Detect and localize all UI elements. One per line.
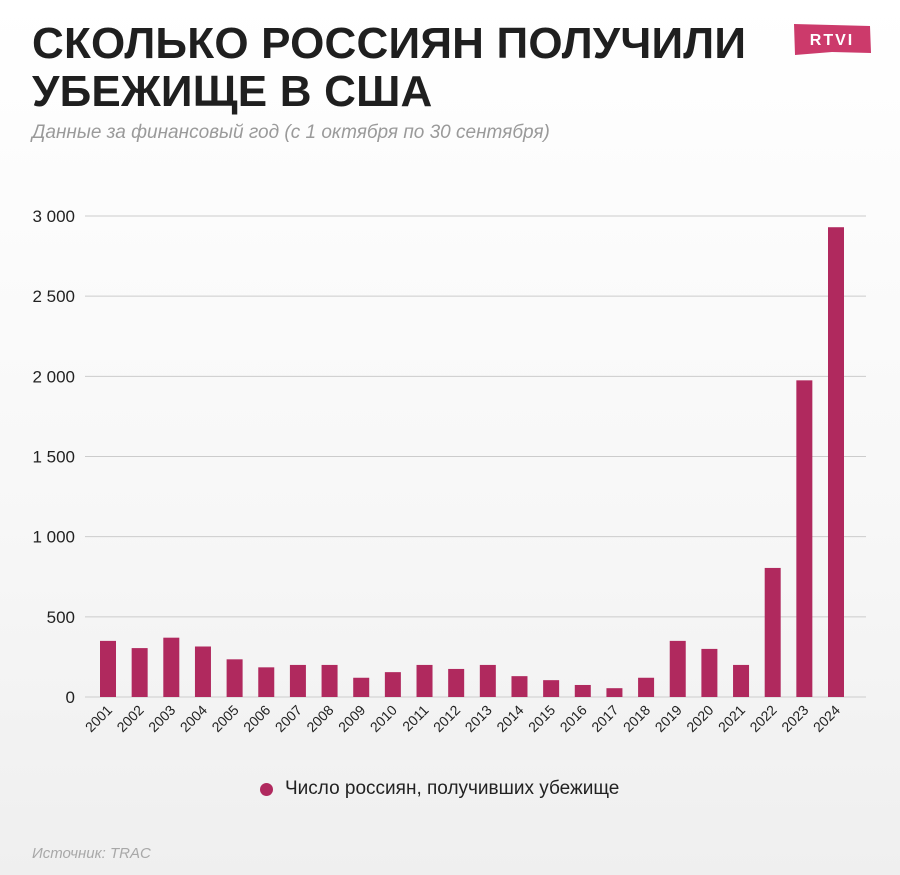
x-tick-label-2001: 2001 [82,702,115,735]
x-tick-label-2002: 2002 [113,702,146,735]
bar-2004 [194,646,211,697]
y-tick-label: 2 500 [32,287,75,306]
y-axis-ticks: 0 500 1 000 1 500 2 000 2 500 3 000 [32,207,75,707]
x-tick-label-2024: 2024 [810,702,843,735]
x-tick-label-2016: 2016 [557,702,590,735]
y-tick-label: 3 000 [32,207,75,226]
x-tick-label-2003: 2003 [145,702,178,735]
x-tick-label-2023: 2023 [778,702,811,735]
chart-subtitle: Данные за финансовый год (с 1 октября по… [32,122,550,143]
bar-2006 [258,667,275,697]
x-tick-label-2006: 2006 [240,702,273,735]
bar-2003 [163,637,180,697]
bar-2008 [321,664,338,697]
y-tick-label: 1 000 [32,528,75,547]
x-tick-label-2018: 2018 [620,702,653,735]
x-tick-label-2014: 2014 [493,702,526,735]
x-axis-ticks: 2001200220032004200520062007200820092010… [82,702,843,735]
bar-2005 [226,659,243,697]
bar-2018 [638,677,655,697]
x-tick-label-2009: 2009 [335,702,368,735]
bar-2007 [289,664,306,697]
bar-2016 [574,684,591,697]
bar-2017 [606,688,623,697]
x-tick-label-2012: 2012 [430,702,463,735]
bar-2012 [448,668,465,697]
x-tick-label-2005: 2005 [208,702,241,735]
y-tick-label: 2 000 [32,367,75,386]
x-tick-label-2010: 2010 [367,702,400,735]
bar-2011 [416,664,433,697]
logo-text: RTVI [810,32,854,49]
bar-2010 [384,672,401,697]
y-tick-label: 0 [66,688,75,707]
x-tick-label-2022: 2022 [746,702,779,735]
x-tick-label-2019: 2019 [652,702,685,735]
x-tick-label-2017: 2017 [588,702,621,735]
bar-2002 [131,648,148,697]
bar-2021 [733,664,750,697]
x-tick-label-2015: 2015 [525,702,558,735]
chart-title: СКОЛЬКО РОССИЯН ПОЛУЧИЛИ УБЕЖИЩЕ В США [32,19,747,116]
legend-label: Число россиян, получивших убежище [285,778,620,799]
y-tick-label: 500 [47,608,75,627]
bar-2009 [353,677,370,697]
rtvi-logo: RTVI [791,22,873,56]
bar-2019 [669,640,686,697]
x-tick-label-2013: 2013 [462,702,495,735]
bars [100,227,844,697]
x-tick-label-2008: 2008 [303,702,336,735]
logo-badge [794,24,871,55]
x-tick-label-2004: 2004 [177,702,210,735]
bar-2022 [764,567,781,697]
bar-2014 [511,676,528,697]
bar-2024 [828,227,844,697]
grid-lines [85,215,866,698]
y-tick-label: 1 500 [32,448,75,467]
x-tick-label-2011: 2011 [399,702,432,735]
x-tick-label-2020: 2020 [683,702,716,735]
bar-2013 [479,664,496,697]
bar-chart: 0 500 1 000 1 500 2 000 2 500 3 000 2001 2002 20… [0,180,900,760]
x-tick-label-2007: 2007 [272,702,305,735]
legend: Число россиян, получивших убежище [260,778,619,800]
bar-2023 [796,380,813,697]
bar-2001 [100,640,116,697]
bar-2020 [701,648,718,697]
x-tick-label-2021: 2021 [715,702,748,735]
source-note: Источник: TRAC [32,845,151,862]
legend-marker [260,782,273,796]
bar-2015 [543,680,560,697]
